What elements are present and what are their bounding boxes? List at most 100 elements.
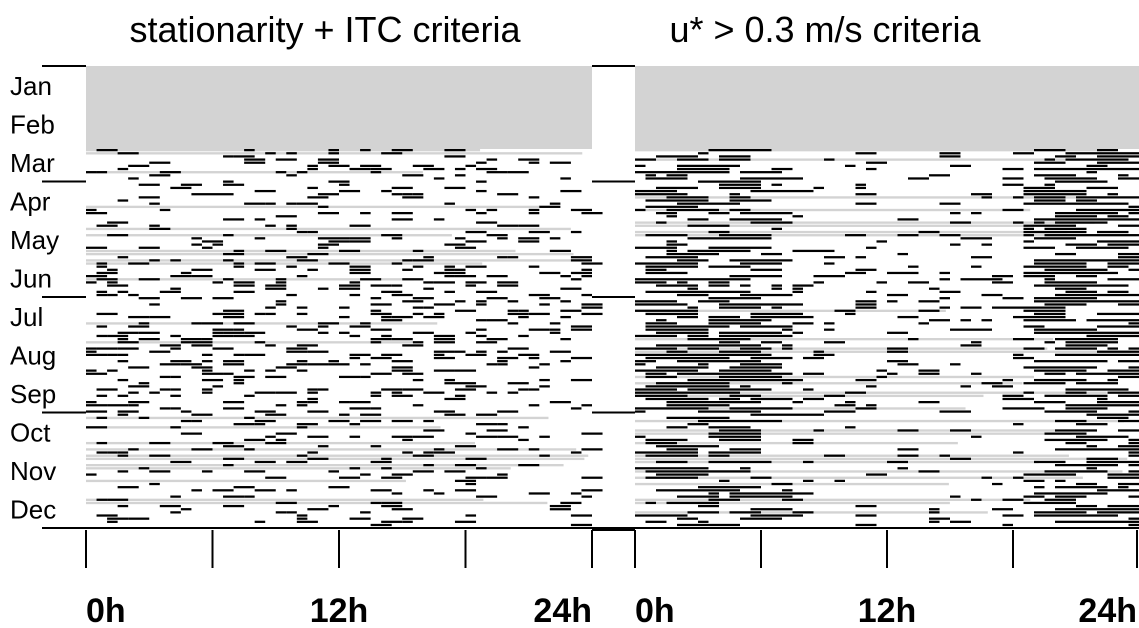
rejected-cell: [813, 429, 824, 432]
rejected-cell: [855, 407, 877, 410]
rejected-cell: [687, 382, 730, 385]
rejected-cell: [391, 284, 403, 287]
rejected-cell: [656, 155, 698, 158]
rejected-cell: [771, 287, 782, 290]
rejected-cell: [708, 149, 719, 152]
rejected-cell: [1097, 230, 1129, 234]
rejected-cell: [908, 271, 919, 275]
rejected-cell: [581, 268, 592, 271]
rejected-cell: [1107, 243, 1139, 246]
rejected-cell: [286, 347, 308, 350]
no-data-cell: [635, 460, 1039, 464]
rejected-cell: [412, 259, 434, 262]
rejected-cell: [159, 344, 181, 347]
rejected-cell: [992, 275, 1013, 278]
rejected-cell: [992, 508, 1013, 511]
rejected-cell: [750, 508, 793, 511]
rejected-cell: [560, 287, 582, 290]
rejected-cell: [1055, 495, 1087, 498]
rejected-cell: [486, 363, 498, 366]
rejected-cell: [635, 347, 677, 350]
rejected-cell: [792, 303, 803, 306]
rejected-cell: [645, 328, 709, 331]
rejected-cell: [656, 212, 677, 215]
rejected-cell: [549, 161, 571, 164]
rejected-cell: [708, 432, 761, 435]
rejected-cell: [1034, 328, 1097, 331]
rejected-cell: [486, 208, 498, 212]
rejected-cell: [698, 419, 730, 423]
rejected-cell: [349, 325, 371, 328]
rejected-cell: [687, 511, 719, 514]
rejected-cell: [391, 360, 413, 363]
rejected-cell: [635, 262, 698, 265]
rejected-cell: [740, 467, 751, 470]
rejected-cell: [465, 457, 487, 460]
rejected-cell: [1065, 300, 1097, 303]
rejected-cell: [1023, 265, 1087, 268]
rejected-cell: [317, 212, 339, 215]
rejected-cell: [635, 193, 677, 196]
rejected-cell: [381, 520, 403, 523]
rejected-cell: [1128, 268, 1139, 271]
rejected-cell: [360, 473, 371, 476]
rejected-cell: [528, 293, 550, 297]
rejected-cell: [1002, 407, 1024, 410]
rejected-cell: [1097, 259, 1129, 262]
rejected-cell: [433, 177, 445, 180]
rejected-cell: [349, 423, 361, 426]
rejected-cell: [391, 237, 403, 240]
rejected-cell: [212, 331, 224, 334]
rejected-cell: [918, 309, 940, 312]
no-data-cell: [86, 234, 452, 237]
rejected-cell: [581, 404, 592, 407]
rejected-cell: [1055, 366, 1097, 369]
rejected-cell: [444, 290, 455, 293]
rejected-cell: [1128, 366, 1139, 369]
no-data-cell: [86, 501, 548, 505]
rejected-cell: [518, 309, 529, 312]
rejected-cell: [180, 341, 192, 344]
rejected-cell: [117, 410, 139, 413]
rejected-cell: [1065, 284, 1129, 287]
rejected-cell: [370, 171, 382, 174]
rejected-cell: [349, 271, 371, 275]
rejected-cell: [645, 234, 688, 237]
rejected-cell: [981, 382, 1003, 385]
rejected-cell: [908, 281, 929, 284]
rejected-cell: [1034, 514, 1055, 517]
rejected-cell: [423, 256, 434, 259]
rejected-cell: [128, 401, 150, 404]
rejected-cell: [180, 271, 192, 275]
rejected-cell: [698, 363, 709, 366]
rejected-cell: [1097, 149, 1118, 152]
rejected-cell: [497, 237, 508, 240]
rejected-cell: [645, 470, 698, 473]
month-labels: Jan Feb Mar Apr May Jun Jul Aug Sep Oct Nov Dec: [10, 71, 59, 525]
rejected-cell: [265, 249, 287, 253]
rejected-cell: [1044, 268, 1108, 271]
rejected-cell: [528, 404, 540, 407]
rejected-cell: [549, 331, 561, 334]
rejected-cell: [212, 489, 234, 492]
rejected-cell: [128, 391, 139, 394]
rejected-cell: [96, 262, 108, 265]
rejected-cell: [223, 312, 245, 316]
rejected-cell: [170, 347, 181, 350]
rejected-cell: [244, 149, 255, 152]
rejected-cell: [897, 234, 919, 237]
rejected-cell: [761, 341, 782, 344]
rejected-cell: [1128, 205, 1139, 208]
rejected-cell: [560, 189, 582, 193]
rejected-cell: [740, 284, 751, 287]
rejected-cell: [939, 234, 961, 237]
rejected-cell: [645, 476, 698, 479]
rejected-cell: [1034, 369, 1087, 372]
rejected-cell: [412, 331, 434, 334]
rejected-cell: [191, 275, 213, 278]
rejected-cell: [813, 249, 824, 253]
rejected-cell: [444, 382, 466, 385]
rejected-cell: [887, 360, 908, 363]
rejected-cell: [265, 413, 287, 416]
